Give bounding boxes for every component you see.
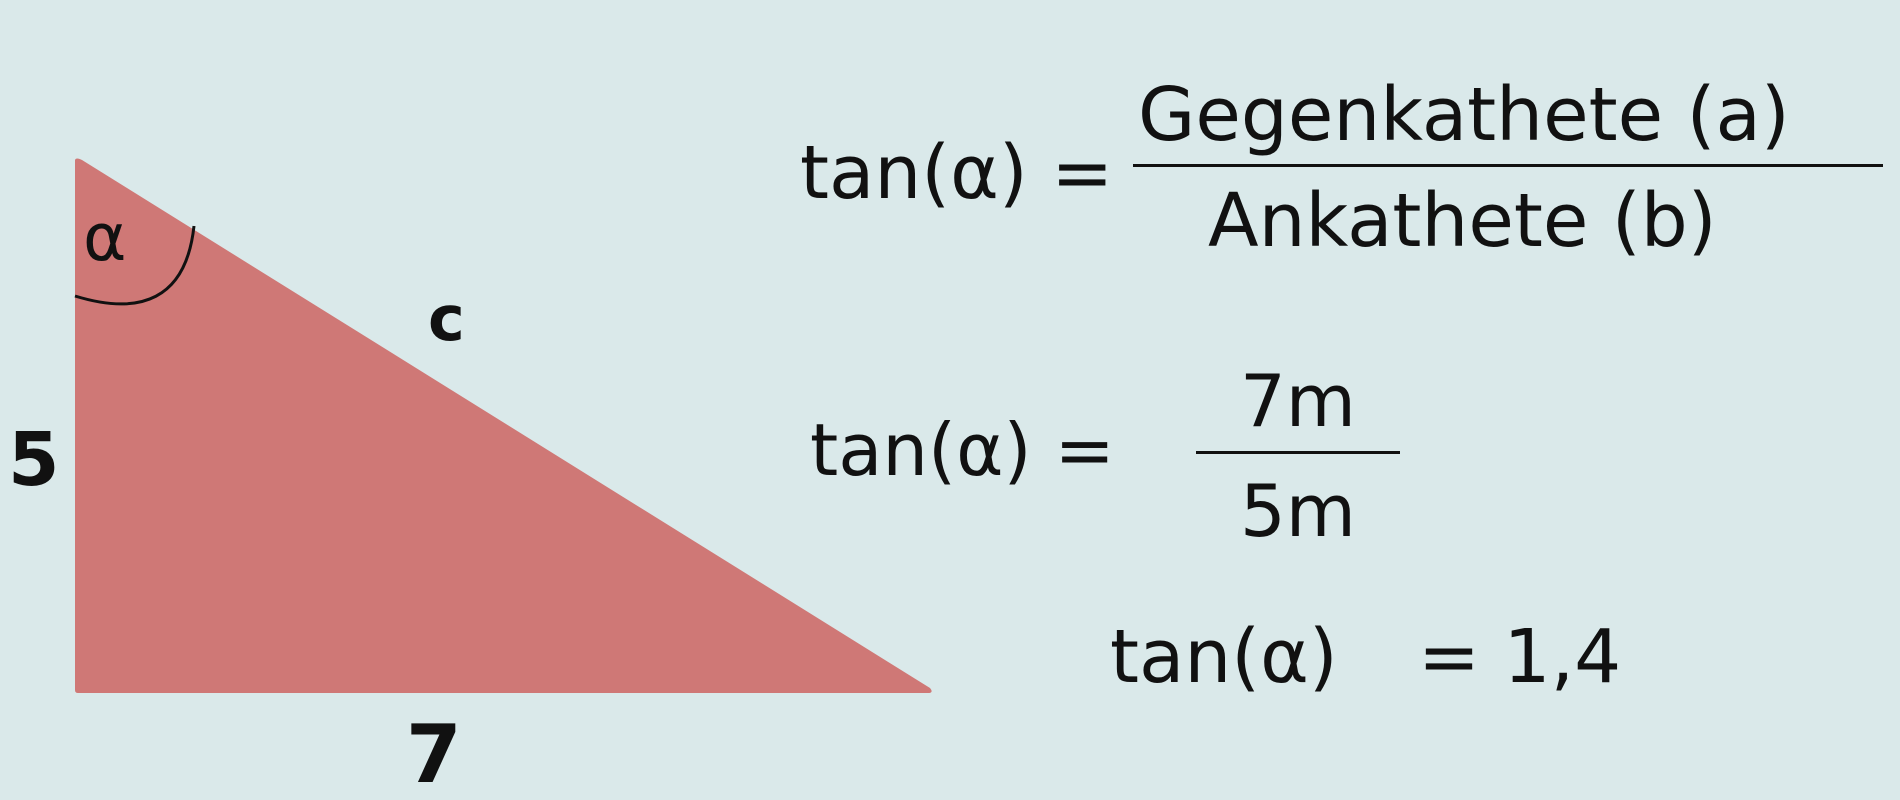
formula-fraction-bar [1133, 164, 1883, 167]
formula-lhs: tan(α) = [800, 130, 1114, 216]
result-lhs: tan(α) [1110, 614, 1338, 700]
angle-alpha-label: α [83, 199, 127, 276]
side-label-c: c [428, 282, 465, 355]
angle-arc [74, 225, 196, 306]
right-triangle [75, 158, 932, 693]
result-rhs: = 1,4 [1418, 614, 1622, 700]
substitution-denominator: 5m [1240, 469, 1356, 553]
substitution-fraction-bar [1196, 451, 1400, 454]
substitution-lhs: tan(α) = [810, 408, 1115, 492]
substitution-numerator: 7m [1240, 359, 1356, 443]
side-label-5: 5 [8, 417, 60, 503]
formula-numerator: Gegenkathete (a) [1138, 72, 1790, 158]
side-label-7: 7 [406, 708, 462, 800]
formula-denominator: Ankathete (b) [1208, 178, 1717, 264]
